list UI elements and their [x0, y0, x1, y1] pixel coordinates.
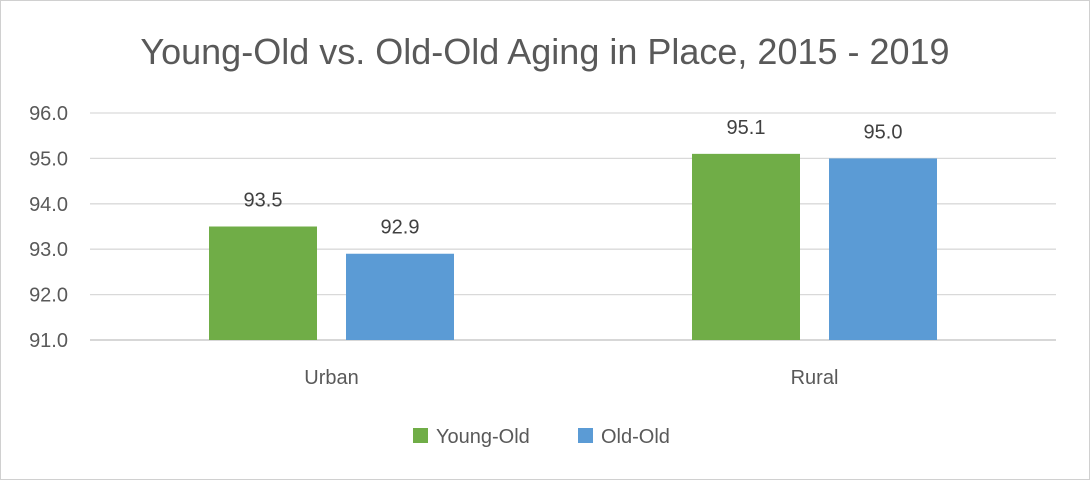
y-axis-ticks: 91.0 92.0 93.0 94.0 95.0 96.0 [29, 103, 68, 352]
bar-young-old-urban [209, 226, 317, 340]
y-tick-label: 94.0 [29, 194, 68, 216]
category-label-rural: Rural [791, 367, 839, 389]
legend-swatch [578, 428, 593, 443]
category-label-urban: Urban [304, 367, 358, 389]
bar-young-old-rural [692, 153, 800, 340]
y-tick-label: 92.0 [29, 285, 68, 307]
chart-title: Young-Old vs. Old-Old Aging in Place, 20… [140, 31, 949, 72]
y-tick-label: 96.0 [29, 103, 68, 125]
y-tick-label: 93.0 [29, 239, 68, 261]
y-tick-label: 91.0 [29, 330, 68, 352]
data-label: 92.9 [381, 217, 420, 239]
data-label: 95.1 [727, 117, 766, 139]
legend: Young-Old Old-Old [413, 426, 670, 448]
bar-old-old-rural [829, 158, 937, 340]
data-label: 95.0 [864, 121, 903, 143]
bar-old-old-urban [346, 253, 454, 340]
legend-label: Old-Old [601, 426, 670, 448]
data-label: 93.5 [244, 190, 283, 212]
bars [209, 153, 937, 340]
x-axis-categories: Urban Rural [304, 367, 838, 389]
legend-label: Young-Old [436, 426, 530, 448]
legend-swatch [413, 428, 428, 443]
y-tick-label: 95.0 [29, 148, 68, 170]
data-labels: 93.5 92.9 95.1 95.0 [244, 117, 903, 239]
